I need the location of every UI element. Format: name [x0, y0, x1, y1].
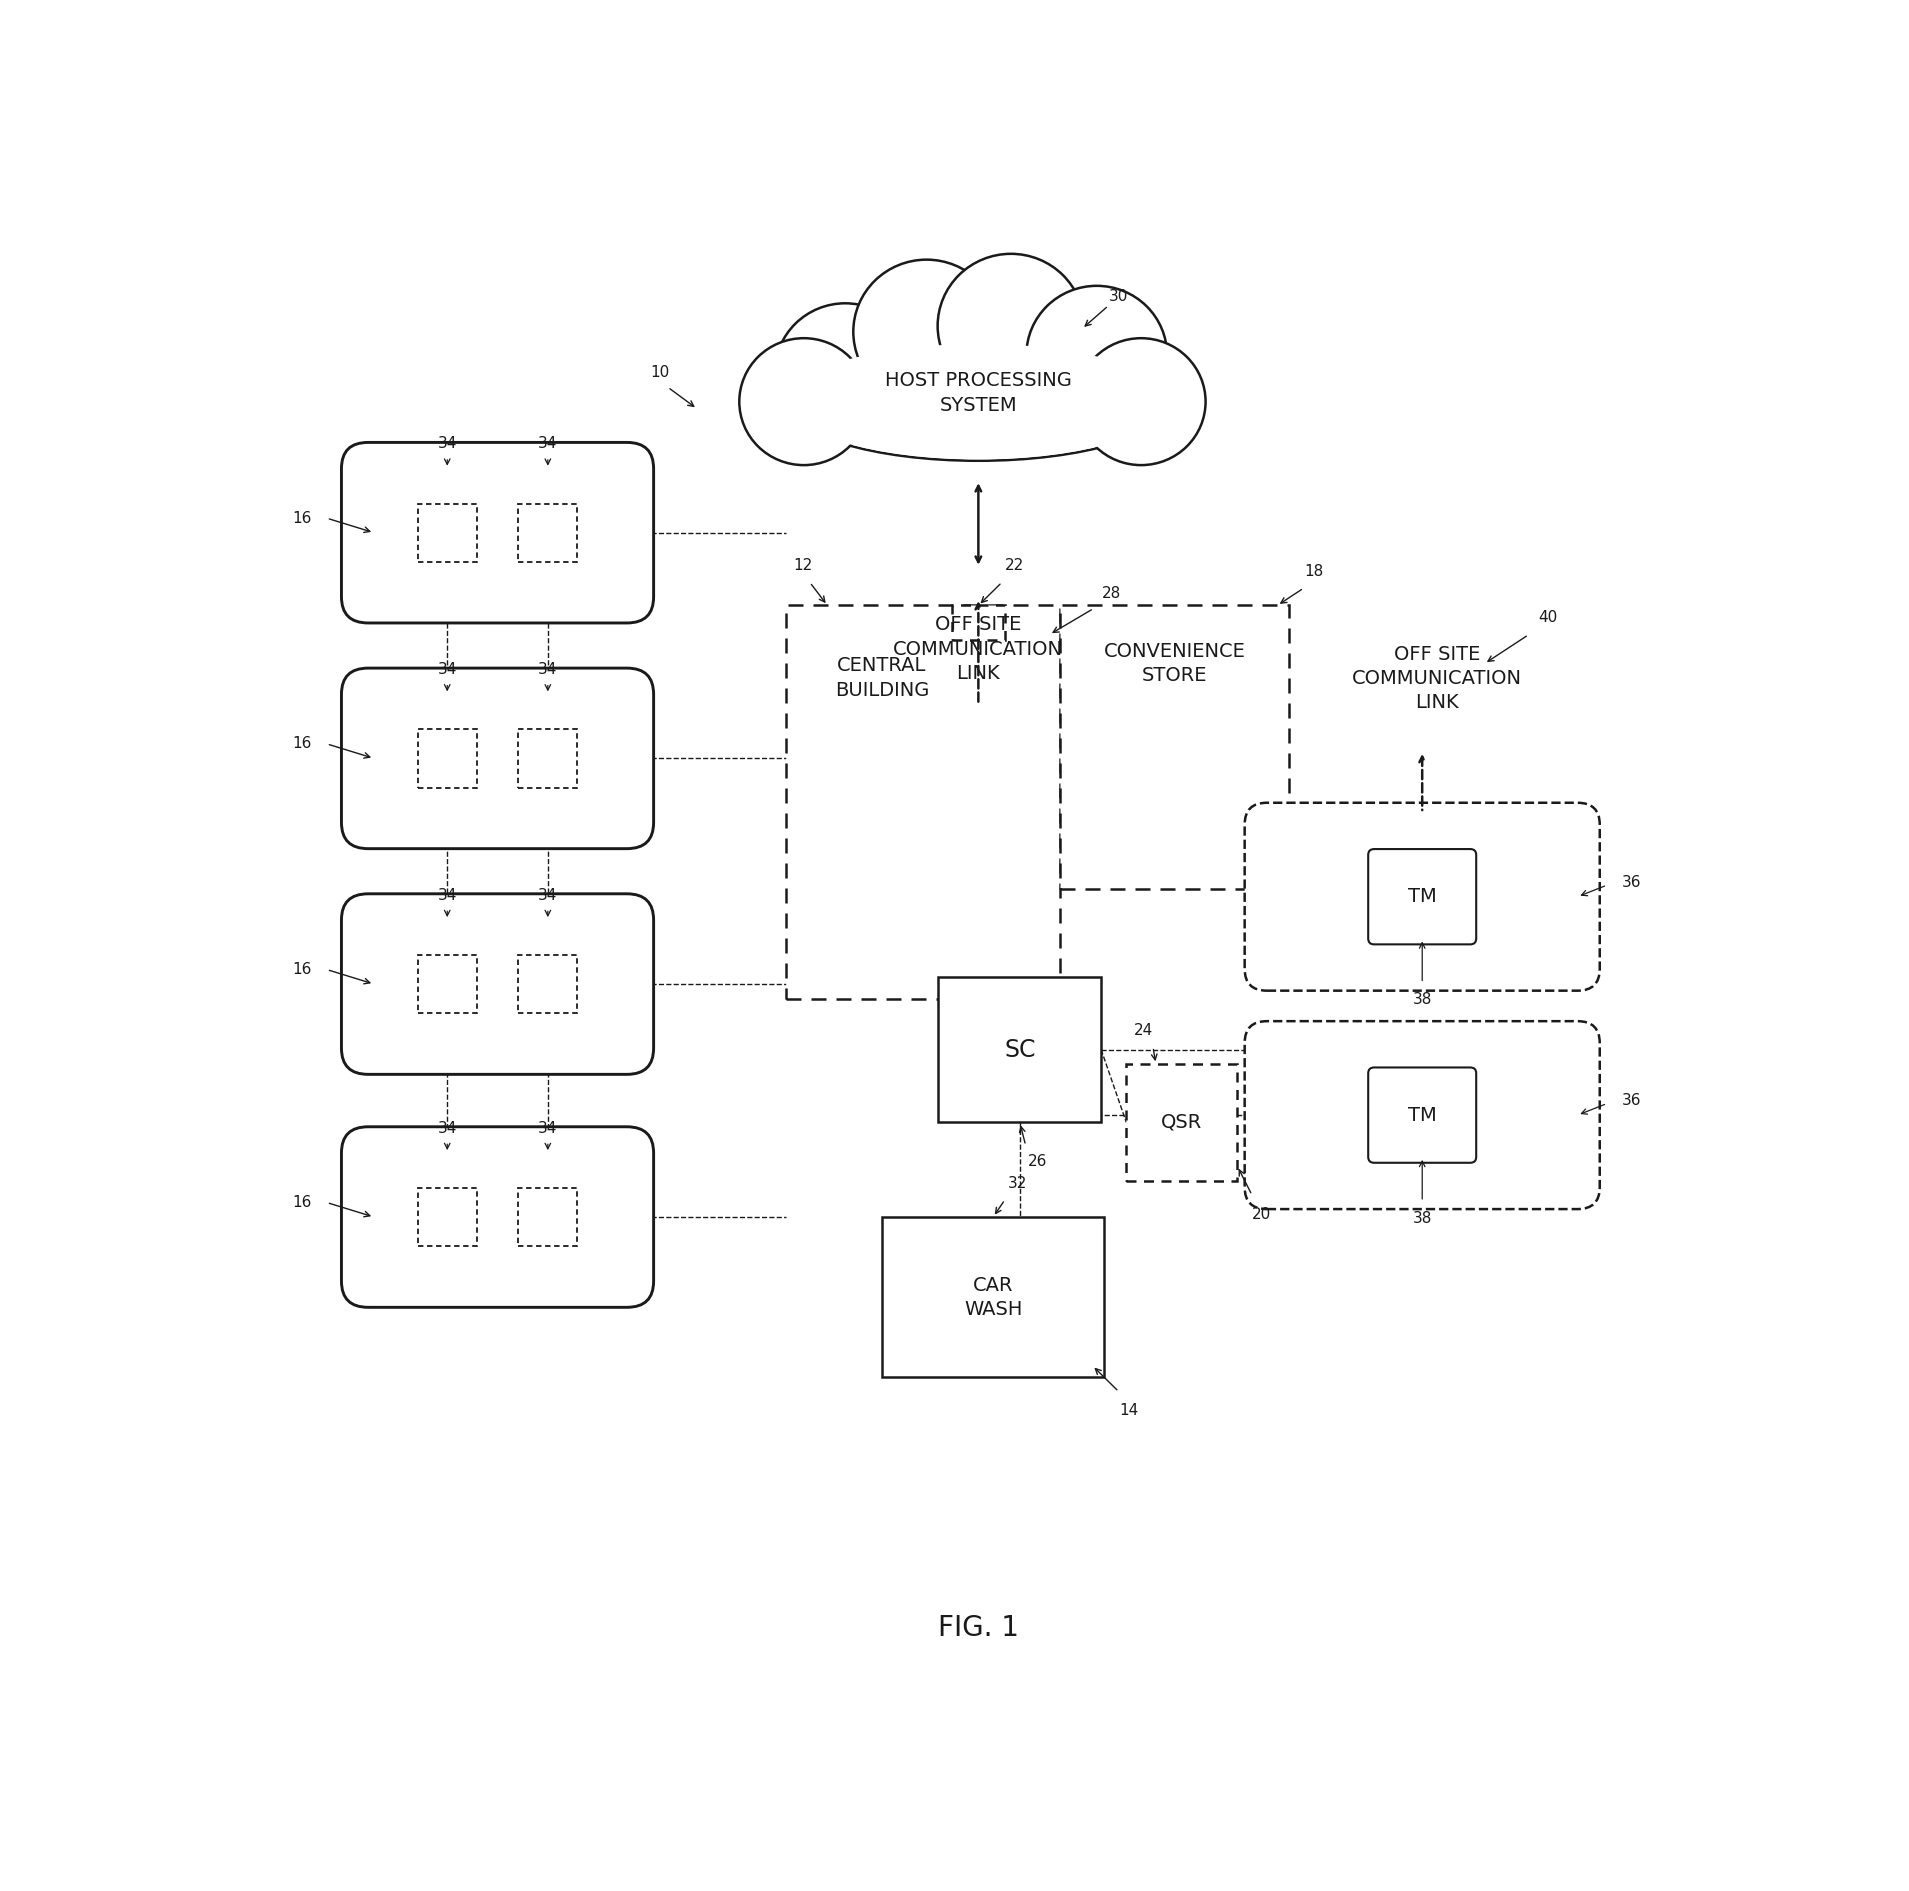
FancyBboxPatch shape — [939, 978, 1101, 1123]
Text: CAR
WASH: CAR WASH — [964, 1276, 1023, 1318]
Circle shape — [739, 338, 869, 465]
FancyBboxPatch shape — [342, 442, 653, 622]
Text: CONVENIENCE
STORE: CONVENIENCE STORE — [1103, 641, 1245, 685]
Text: 38: 38 — [1413, 993, 1432, 1008]
Text: 38: 38 — [1413, 1210, 1432, 1225]
FancyBboxPatch shape — [882, 1218, 1103, 1377]
Text: 16: 16 — [292, 963, 311, 978]
Ellipse shape — [788, 344, 1168, 460]
Text: OFF SITE
COMMUNICATION
LINK: OFF SITE COMMUNICATION LINK — [1352, 645, 1521, 713]
Text: 22: 22 — [1004, 558, 1025, 573]
Text: 34: 34 — [538, 662, 557, 677]
FancyBboxPatch shape — [418, 955, 477, 1014]
FancyBboxPatch shape — [1059, 605, 1289, 889]
Text: TM: TM — [1407, 887, 1437, 906]
Text: 32: 32 — [1008, 1176, 1027, 1191]
FancyBboxPatch shape — [517, 1188, 577, 1246]
Text: 34: 34 — [538, 437, 557, 452]
FancyBboxPatch shape — [342, 668, 653, 849]
Text: 40: 40 — [1539, 609, 1558, 624]
Text: 34: 34 — [437, 887, 456, 902]
Text: 34: 34 — [538, 1121, 557, 1135]
Text: SC: SC — [1004, 1038, 1035, 1061]
Text: TM: TM — [1407, 1106, 1437, 1125]
FancyBboxPatch shape — [418, 1188, 477, 1246]
Text: CENTRAL
BUILDING: CENTRAL BUILDING — [834, 656, 930, 700]
FancyBboxPatch shape — [1369, 849, 1476, 944]
FancyBboxPatch shape — [517, 503, 577, 562]
FancyBboxPatch shape — [953, 605, 1004, 641]
Circle shape — [853, 259, 1000, 405]
Text: 34: 34 — [437, 662, 456, 677]
FancyBboxPatch shape — [1245, 1021, 1600, 1208]
Text: HOST PROCESSING
SYSTEM: HOST PROCESSING SYSTEM — [886, 371, 1071, 414]
Text: 12: 12 — [794, 558, 813, 573]
Text: 36: 36 — [1623, 876, 1642, 889]
Text: OFF SITE
COMMUNICATION
LINK: OFF SITE COMMUNICATION LINK — [893, 615, 1063, 683]
Text: 14: 14 — [1119, 1403, 1138, 1418]
FancyBboxPatch shape — [418, 503, 477, 562]
Text: 20: 20 — [1252, 1206, 1271, 1222]
Circle shape — [775, 303, 916, 442]
Circle shape — [1027, 286, 1166, 424]
FancyBboxPatch shape — [517, 955, 577, 1014]
FancyBboxPatch shape — [787, 605, 1059, 998]
FancyBboxPatch shape — [342, 894, 653, 1074]
Text: 16: 16 — [292, 736, 311, 751]
Text: 36: 36 — [1623, 1093, 1642, 1108]
Text: 34: 34 — [437, 437, 456, 452]
Text: 34: 34 — [538, 887, 557, 902]
Circle shape — [937, 253, 1084, 397]
Text: 24: 24 — [1134, 1023, 1153, 1038]
Text: FIG. 1: FIG. 1 — [937, 1613, 1019, 1641]
Circle shape — [1077, 338, 1206, 465]
FancyBboxPatch shape — [1369, 1068, 1476, 1163]
Text: 16: 16 — [292, 511, 311, 526]
FancyBboxPatch shape — [342, 1127, 653, 1307]
Text: 26: 26 — [1027, 1154, 1048, 1169]
Text: 18: 18 — [1304, 564, 1323, 579]
FancyBboxPatch shape — [418, 730, 477, 787]
Text: 30: 30 — [1109, 289, 1128, 304]
Text: 10: 10 — [651, 365, 670, 380]
Text: QSR: QSR — [1161, 1114, 1203, 1133]
FancyBboxPatch shape — [517, 730, 577, 787]
FancyBboxPatch shape — [1245, 804, 1600, 991]
Text: 34: 34 — [437, 1121, 456, 1135]
Text: 28: 28 — [1101, 586, 1121, 601]
FancyBboxPatch shape — [1126, 1065, 1237, 1180]
Ellipse shape — [787, 342, 1170, 461]
Text: 16: 16 — [292, 1195, 311, 1210]
